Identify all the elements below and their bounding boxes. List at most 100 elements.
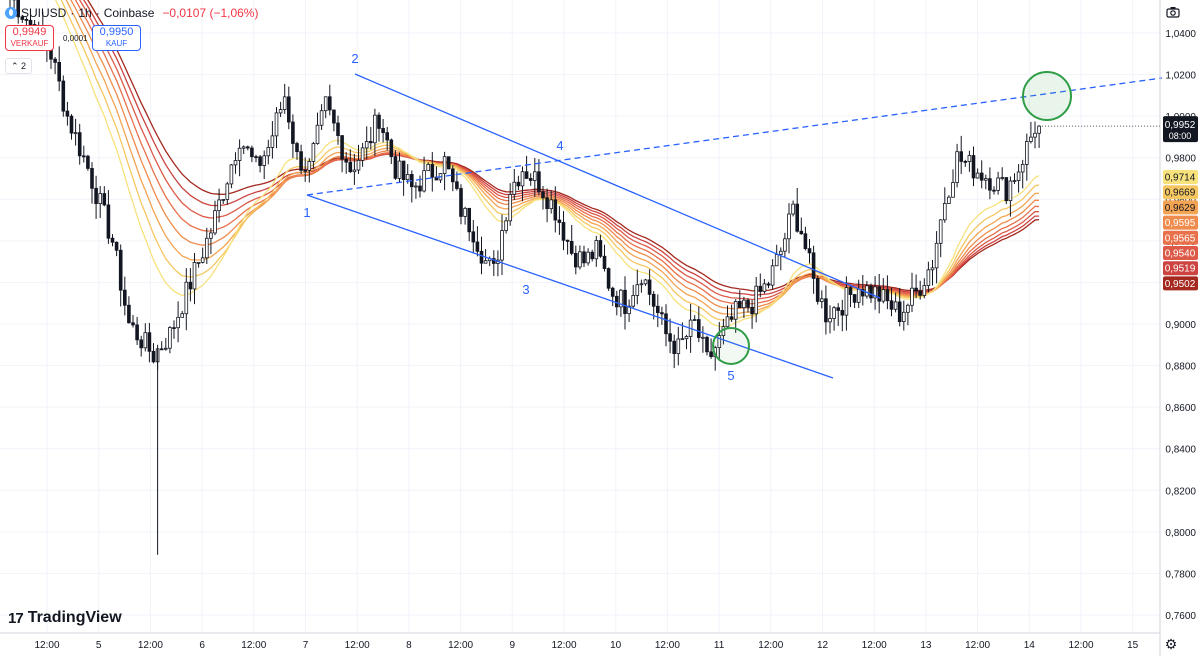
indicators-toggle[interactable]: ⌃ 2 bbox=[5, 58, 32, 74]
candle bbox=[1029, 121, 1033, 144]
candle bbox=[955, 143, 959, 188]
candle bbox=[1037, 125, 1041, 148]
candle-body bbox=[906, 304, 910, 313]
chart-header: SUIUSD · 1h · Coinbase −0,0107 (−1,06%) bbox=[5, 3, 258, 23]
candle bbox=[574, 245, 578, 275]
candle bbox=[176, 301, 180, 343]
time-axis-labels: 12:00 5 12:00 6 12:00 7 12:00 8 12:00 9 12:00 10 12:… bbox=[34, 640, 1138, 651]
candle-body bbox=[258, 156, 262, 166]
candle-body bbox=[938, 219, 943, 244]
price-axis-label: 0,8400 bbox=[1165, 445, 1196, 456]
candle-body bbox=[824, 298, 828, 323]
candle-body bbox=[930, 267, 935, 271]
candle bbox=[910, 272, 914, 312]
candle bbox=[619, 288, 623, 317]
candle bbox=[906, 303, 910, 326]
candle bbox=[106, 190, 111, 244]
candle bbox=[254, 154, 258, 163]
candle bbox=[664, 304, 668, 347]
candle-body bbox=[541, 191, 545, 199]
candle-body bbox=[221, 199, 226, 201]
candle bbox=[196, 261, 201, 268]
candle bbox=[217, 188, 221, 223]
candle-body bbox=[270, 135, 275, 148]
candle bbox=[824, 285, 828, 335]
candle bbox=[221, 199, 226, 205]
separator: · bbox=[95, 6, 100, 20]
candle bbox=[840, 299, 845, 332]
candle bbox=[746, 298, 750, 313]
candle bbox=[459, 184, 463, 225]
candle bbox=[73, 118, 78, 146]
candle bbox=[873, 276, 877, 310]
candle bbox=[643, 278, 648, 286]
time-axis-label: 12:00 bbox=[34, 640, 59, 651]
candle-body bbox=[90, 168, 94, 189]
candle-body bbox=[733, 300, 738, 320]
buy-price: 0,9950 bbox=[99, 26, 134, 38]
candle bbox=[467, 207, 471, 242]
settings-gear-icon[interactable]: ⚙ bbox=[1164, 636, 1178, 652]
ema-line bbox=[78, 0, 1040, 301]
candle bbox=[975, 168, 980, 179]
candle bbox=[278, 101, 283, 118]
candle bbox=[672, 334, 676, 369]
spread-value: 0,0001 bbox=[63, 34, 88, 43]
candle-body bbox=[1037, 125, 1041, 134]
candle-body bbox=[815, 278, 820, 302]
candle bbox=[348, 149, 353, 174]
ema-value-label: 0,9540 bbox=[1165, 249, 1196, 260]
timeframe[interactable]: 1h bbox=[78, 6, 92, 20]
candle bbox=[102, 186, 107, 207]
candle bbox=[364, 126, 369, 160]
candle-body bbox=[943, 203, 947, 221]
candle-body bbox=[291, 121, 295, 144]
candle bbox=[434, 166, 439, 181]
price-axis-label: 1,0200 bbox=[1165, 71, 1196, 82]
candle-body bbox=[254, 156, 258, 159]
candle-body bbox=[192, 262, 197, 290]
symbol-name[interactable]: SUIUSD bbox=[21, 6, 67, 20]
candle-body bbox=[356, 159, 361, 171]
candle-body bbox=[524, 171, 529, 179]
candle-body bbox=[647, 279, 652, 295]
candle bbox=[159, 341, 164, 351]
candle bbox=[180, 310, 185, 318]
candle-body bbox=[319, 110, 324, 126]
candle bbox=[943, 187, 947, 223]
candle bbox=[729, 304, 734, 322]
sell-button[interactable]: 0,9949 VERKAUF bbox=[5, 25, 54, 51]
ema-line bbox=[87, 0, 1040, 292]
candle-body bbox=[336, 122, 340, 136]
candle bbox=[635, 269, 640, 305]
candle-body bbox=[533, 171, 537, 181]
candle-body bbox=[286, 96, 291, 123]
candle bbox=[996, 171, 1000, 195]
candle bbox=[172, 320, 176, 339]
time-axis-label: 9 bbox=[510, 640, 516, 651]
camera-icon[interactable] bbox=[1166, 6, 1180, 18]
candle-body bbox=[783, 238, 787, 252]
candle bbox=[110, 234, 115, 247]
candle bbox=[61, 75, 66, 117]
candle bbox=[705, 335, 709, 356]
candle bbox=[590, 249, 594, 262]
candle bbox=[848, 284, 853, 308]
candle-body bbox=[828, 318, 832, 323]
candle bbox=[1012, 173, 1017, 184]
ema-line bbox=[74, 0, 1040, 305]
buy-button[interactable]: 0,9950 KAUF bbox=[92, 25, 141, 51]
candle-body bbox=[327, 96, 332, 111]
candle-body bbox=[848, 287, 853, 295]
candle-body bbox=[578, 251, 582, 268]
candle-body bbox=[861, 288, 865, 297]
candle bbox=[147, 322, 152, 363]
chart-axes bbox=[0, 0, 1161, 656]
candle bbox=[311, 141, 316, 169]
candle bbox=[274, 106, 279, 149]
candle bbox=[204, 227, 209, 264]
candle bbox=[405, 164, 410, 184]
candle-body bbox=[143, 332, 148, 349]
candle bbox=[766, 281, 771, 289]
